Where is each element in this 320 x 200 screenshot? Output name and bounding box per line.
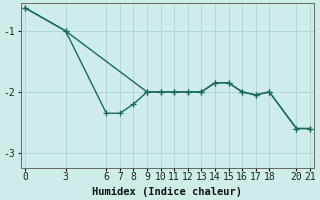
X-axis label: Humidex (Indice chaleur): Humidex (Indice chaleur) [92,186,243,197]
